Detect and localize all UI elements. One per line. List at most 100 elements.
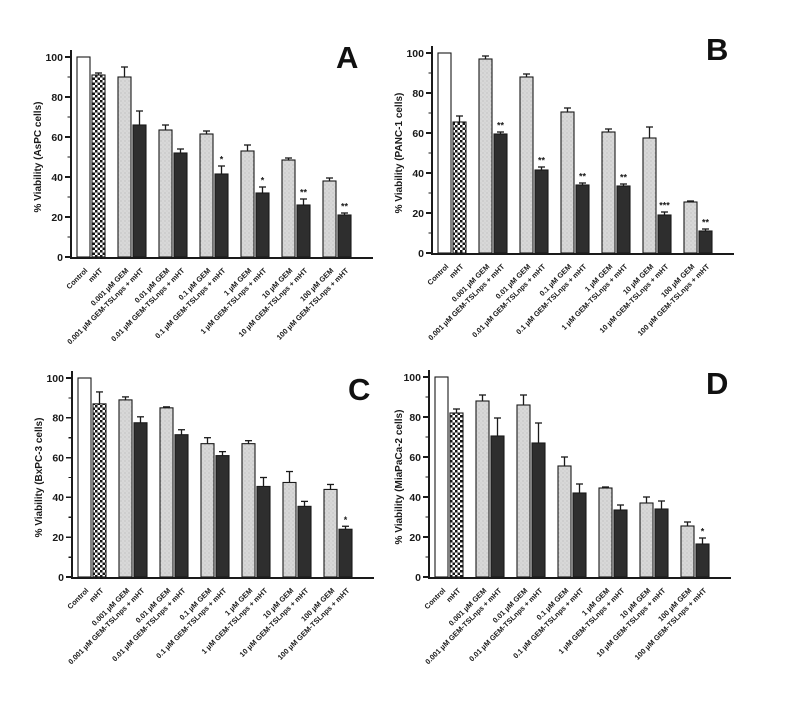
bar [76, 56, 91, 258]
y-tick-label: 100 [406, 48, 424, 60]
bar [475, 400, 490, 578]
y-tick-label: 60 [412, 128, 424, 140]
bar [575, 184, 590, 254]
x-tick-label: 1 µM GEM-TSLnps + mHT [556, 586, 626, 656]
significance-marker: ** [497, 121, 505, 131]
y-tick-label: 40 [52, 492, 64, 504]
bar [173, 152, 188, 258]
bar [452, 121, 467, 254]
y-tick-label: 0 [58, 572, 64, 584]
y-tick-label: 60 [409, 452, 421, 464]
panel-letter-d: D [706, 366, 729, 401]
significance-marker: ** [702, 218, 710, 228]
y-tick-label: 0 [418, 248, 424, 260]
bar [282, 481, 297, 578]
bar [77, 377, 92, 578]
panel-a: Control mHT 0.001 µM GEM 0.001 µM GEM-TSLnp… [0, 0, 399, 360]
bar [680, 525, 695, 578]
y-tick-label: 20 [409, 532, 421, 544]
y-tick-label: 20 [412, 208, 424, 220]
bar [531, 442, 546, 578]
bar [159, 407, 174, 578]
y-tick-label: 40 [51, 172, 63, 184]
significance-marker: ** [579, 172, 587, 182]
y-axis-title: % Viability (PANC-1 cells) [394, 93, 405, 214]
bar [132, 124, 147, 258]
bar [240, 150, 255, 258]
bar [695, 543, 710, 578]
bar [297, 505, 312, 578]
bar [437, 52, 452, 254]
y-tick-label: 20 [52, 532, 64, 544]
bar [281, 159, 296, 258]
y-axis-title: % Viability (BxPC-3 cells) [34, 418, 45, 538]
bar [683, 201, 698, 254]
bar [215, 455, 230, 578]
y-tick-label: 100 [45, 52, 63, 64]
y-tick-label: 60 [52, 452, 64, 464]
x-tick-label: Control [65, 586, 90, 611]
bar [642, 137, 657, 254]
bar [255, 192, 270, 258]
panel-letter-b: B [706, 32, 729, 67]
bar [490, 435, 505, 578]
x-tick-label: Control [422, 586, 447, 611]
y-tick-label: 60 [51, 132, 63, 144]
bar [91, 74, 106, 258]
bar [698, 230, 713, 254]
bar [654, 508, 669, 578]
bar [117, 76, 132, 258]
y-tick-label: 80 [412, 88, 424, 100]
y-tick-label: 20 [51, 212, 63, 224]
y-tick-label: 80 [409, 412, 421, 424]
y-tick-label: 0 [57, 252, 63, 264]
bar [118, 399, 133, 578]
bar [322, 180, 337, 258]
bar [519, 76, 534, 254]
bar [338, 528, 353, 578]
bar [572, 492, 587, 578]
bar [534, 169, 549, 254]
bar [158, 129, 173, 258]
bar [449, 412, 464, 578]
bar [516, 404, 531, 578]
bar [598, 487, 613, 578]
x-tick-label: 1 µM GEM-TSLnps + mHT [199, 586, 269, 656]
bar [199, 133, 214, 258]
bar [613, 509, 628, 578]
significance-marker: ** [620, 173, 628, 183]
y-tick-label: 80 [51, 92, 63, 104]
y-tick-label: 40 [409, 492, 421, 504]
significance-marker: * [701, 527, 705, 537]
x-tick-label: Control [425, 262, 450, 287]
significance-marker: ** [538, 156, 546, 166]
x-tick-label: mHT [444, 586, 462, 604]
bar [557, 465, 572, 578]
significance-marker: *** [659, 201, 670, 211]
bar [337, 214, 352, 258]
y-axis-title: % Viability (MiaPaCa-2 cells) [394, 410, 405, 545]
bar [478, 58, 493, 254]
bar [639, 502, 654, 578]
y-axis-title: % Viability (AsPC cells) [33, 102, 44, 213]
y-tick-label: 0 [415, 572, 421, 584]
x-tick-label: 1 µM GEM-TSLnps + mHT [559, 262, 629, 332]
bar [256, 485, 271, 578]
y-tick-label: 100 [403, 372, 421, 384]
bar [92, 403, 107, 578]
y-tick-label: 80 [52, 413, 64, 425]
y-tick-label: 100 [46, 373, 64, 385]
bar [657, 214, 672, 254]
significance-marker: * [344, 515, 348, 525]
panel-letter-c: C [348, 372, 371, 407]
panel-b: Control mHT 0.001 µM GEM ** 0.001 µM GEM-TSL… [390, 0, 799, 360]
significance-marker: ** [300, 188, 308, 198]
bar [296, 204, 311, 258]
significance-marker: ** [341, 202, 349, 212]
significance-marker: * [220, 155, 224, 165]
bar [616, 185, 631, 254]
bar [214, 173, 229, 258]
